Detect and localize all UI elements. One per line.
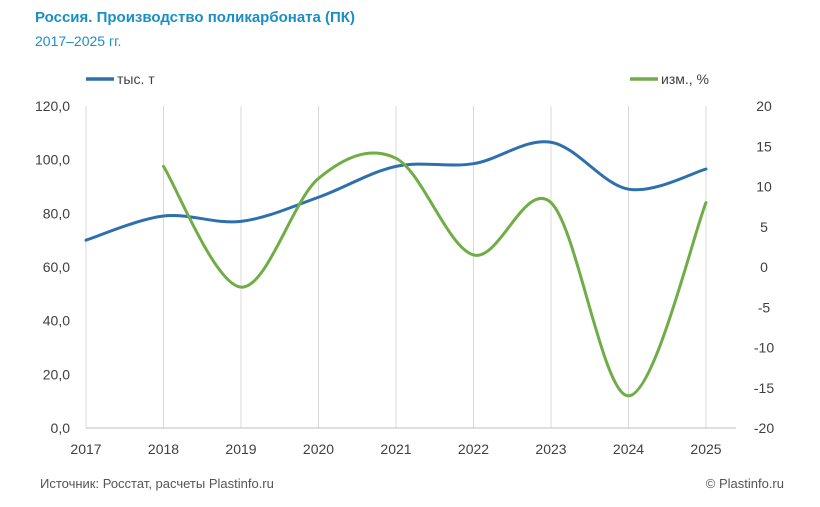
grid-lines bbox=[85, 106, 736, 429]
right-axis-tick-label: 0 bbox=[760, 259, 768, 275]
right-axis-tick-label: 20 bbox=[756, 98, 772, 114]
right-axis-tick-label: 10 bbox=[756, 179, 772, 195]
right-axis-tick-label: -20 bbox=[754, 420, 774, 436]
left-axis-tick-label: 0,0 bbox=[51, 420, 71, 436]
right-axis-tick-label: -5 bbox=[758, 299, 771, 315]
right-axis-tick-label: -15 bbox=[754, 380, 774, 396]
x-axis-tick-label: 2024 bbox=[613, 441, 644, 457]
legend-label-change: изм., % bbox=[661, 71, 709, 87]
chart-subtitle: 2017–2025 гг. bbox=[35, 33, 122, 49]
legend: тыс. т изм., % bbox=[86, 71, 709, 87]
x-axis-tick-label: 2023 bbox=[535, 441, 566, 457]
left-axis-tick-label: 120,0 bbox=[35, 98, 70, 114]
x-axis-tick-label: 2017 bbox=[70, 441, 101, 457]
right-axis-tick-label: 5 bbox=[760, 219, 768, 235]
copyright-note: © Plastinfo.ru bbox=[705, 476, 784, 491]
x-axis-tick-label: 2022 bbox=[458, 441, 489, 457]
left-axis-tick-label: 100,0 bbox=[35, 152, 70, 168]
chart-title: Россия. Производство поликарбоната (ПК) bbox=[35, 9, 355, 26]
series-line-change bbox=[162, 151, 708, 398]
left-axis-tick-label: 20,0 bbox=[43, 366, 70, 382]
x-axis-tick-label: 2018 bbox=[148, 441, 179, 457]
left-axis-tick-label: 80,0 bbox=[43, 205, 70, 221]
series-lines bbox=[84, 140, 708, 398]
left-axis-ticks: 0,0 20,0 40,0 60,0 80,0 100,0 120,0 bbox=[35, 98, 70, 436]
right-axis-tick-label: -10 bbox=[754, 340, 774, 356]
source-note: Источник: Росстат, расчеты Plastinfo.ru bbox=[40, 476, 274, 491]
x-axis-tick-label: 2020 bbox=[303, 441, 334, 457]
x-axis-tick-label: 2019 bbox=[225, 441, 256, 457]
x-axis-tick-label: 2021 bbox=[380, 441, 411, 457]
x-axis-ticks: 2017 2018 2019 2020 2021 2022 2023 2024 2025 bbox=[70, 441, 721, 457]
left-axis-tick-label: 40,0 bbox=[43, 313, 70, 329]
left-axis-tick-label: 60,0 bbox=[43, 259, 70, 275]
right-axis-ticks: -20 -15 -10 -5 0 5 10 15 20 bbox=[754, 98, 774, 436]
legend-label-production: тыс. т bbox=[117, 71, 155, 87]
right-axis-tick-label: 15 bbox=[756, 138, 772, 154]
series-line-production bbox=[84, 140, 708, 242]
x-axis-tick-label: 2025 bbox=[690, 441, 721, 457]
